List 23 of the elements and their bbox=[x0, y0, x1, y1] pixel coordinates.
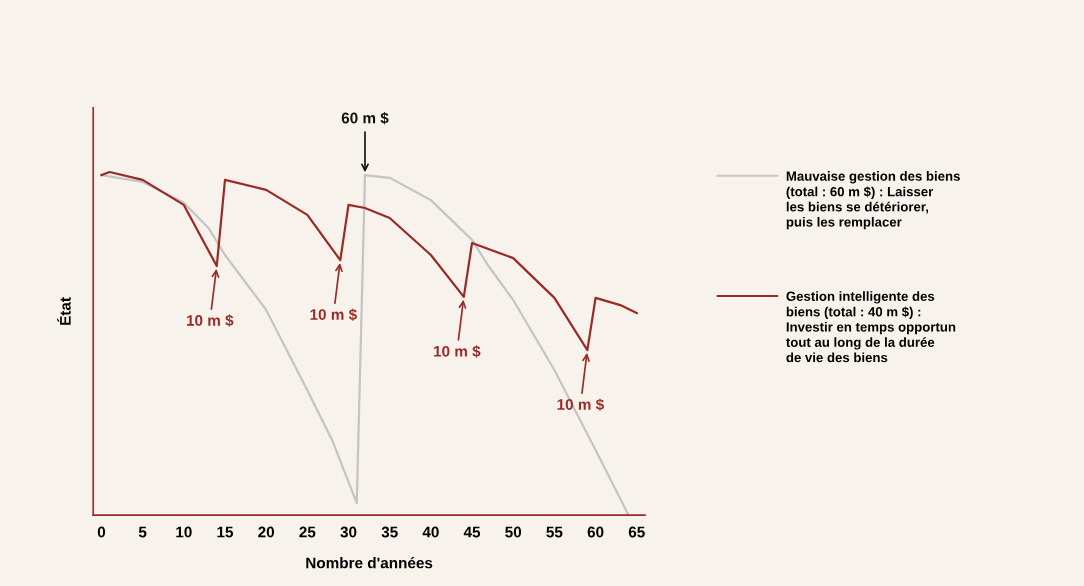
annotation: 60 m $ bbox=[341, 111, 389, 125]
legend-label: Gestion intelligente des biens (total : 40 m $) : Investir en temps opportun tout au long de la durée de vie des biens bbox=[786, 291, 956, 363]
x-tick-label: 65 bbox=[628, 526, 645, 538]
x-tick-label: 0 bbox=[97, 526, 106, 538]
x-tick-label: 50 bbox=[505, 526, 522, 538]
legend-label: Mauvaise gestion des biens (total : 60 m $) : Laisser les biens se détériorer, puis les remplacer bbox=[786, 171, 960, 230]
x-tick-label: 45 bbox=[463, 526, 481, 538]
x-tick-label: 10 bbox=[176, 526, 192, 538]
annotation: 10 m $ bbox=[186, 314, 234, 327]
y-axis-title: État bbox=[57, 297, 71, 325]
x-tick-label: 5 bbox=[138, 526, 147, 538]
annotation: 10 m $ bbox=[310, 308, 357, 321]
x-axis-title: Nombre d'années bbox=[306, 556, 433, 569]
x-tick-label: 25 bbox=[299, 526, 316, 538]
x-tick-label: 40 bbox=[422, 526, 439, 538]
x-tick-label: 15 bbox=[217, 526, 234, 538]
x-tick-label: 60 bbox=[587, 526, 604, 538]
x-tick-label: 55 bbox=[546, 526, 563, 538]
annotation: 10 m $ bbox=[557, 398, 604, 411]
x-tick-label: 35 bbox=[381, 526, 398, 538]
x-tick-label: 30 bbox=[340, 526, 357, 538]
x-tick-label: 20 bbox=[258, 526, 275, 538]
annotation: 10 m $ bbox=[434, 345, 481, 358]
